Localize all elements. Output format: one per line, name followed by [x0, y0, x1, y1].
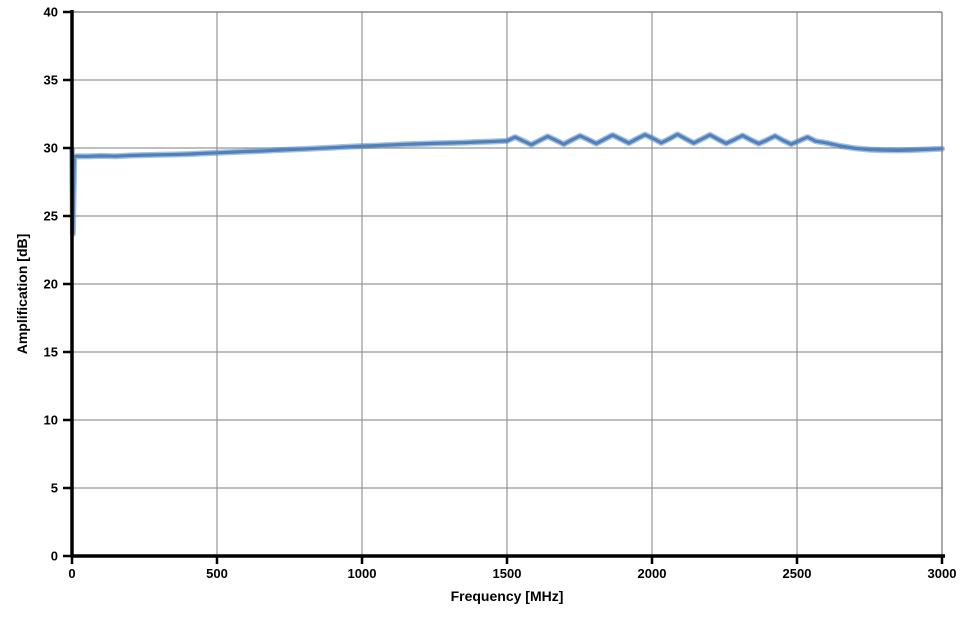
x-tick-label: 2500 [783, 566, 812, 581]
x-tick-label: 0 [68, 566, 75, 581]
y-tick-label: 10 [44, 413, 58, 428]
x-tick-label: 1500 [493, 566, 522, 581]
x-tick-label: 3000 [928, 566, 957, 581]
gridlines [72, 11, 943, 556]
y-tick-label: 25 [44, 209, 58, 224]
y-tick-label: 20 [44, 277, 58, 292]
y-axis-title: Amplification [dB] [14, 234, 30, 355]
amplification-series [70, 132, 944, 236]
y-tick-label: 5 [51, 481, 58, 496]
x-tick-label: 2000 [638, 566, 667, 581]
y-tick-label: 15 [44, 345, 58, 360]
x-axis-title: Frequency [MHz] [451, 588, 564, 604]
tick-labels: 0 5 10 15 20 25 30 35 40 0 500 1000 1500 2000 2500 3000 [44, 5, 957, 582]
y-tick-label: 0 [51, 549, 58, 564]
data-series-group [69, 131, 945, 237]
y-tick-label: 35 [44, 73, 58, 88]
x-tick-label: 1000 [348, 566, 377, 581]
x-tick-label: 500 [206, 566, 228, 581]
y-tick-label: 40 [44, 5, 58, 20]
y-tick-label: 30 [44, 141, 58, 156]
tick-marks [63, 10, 944, 564]
